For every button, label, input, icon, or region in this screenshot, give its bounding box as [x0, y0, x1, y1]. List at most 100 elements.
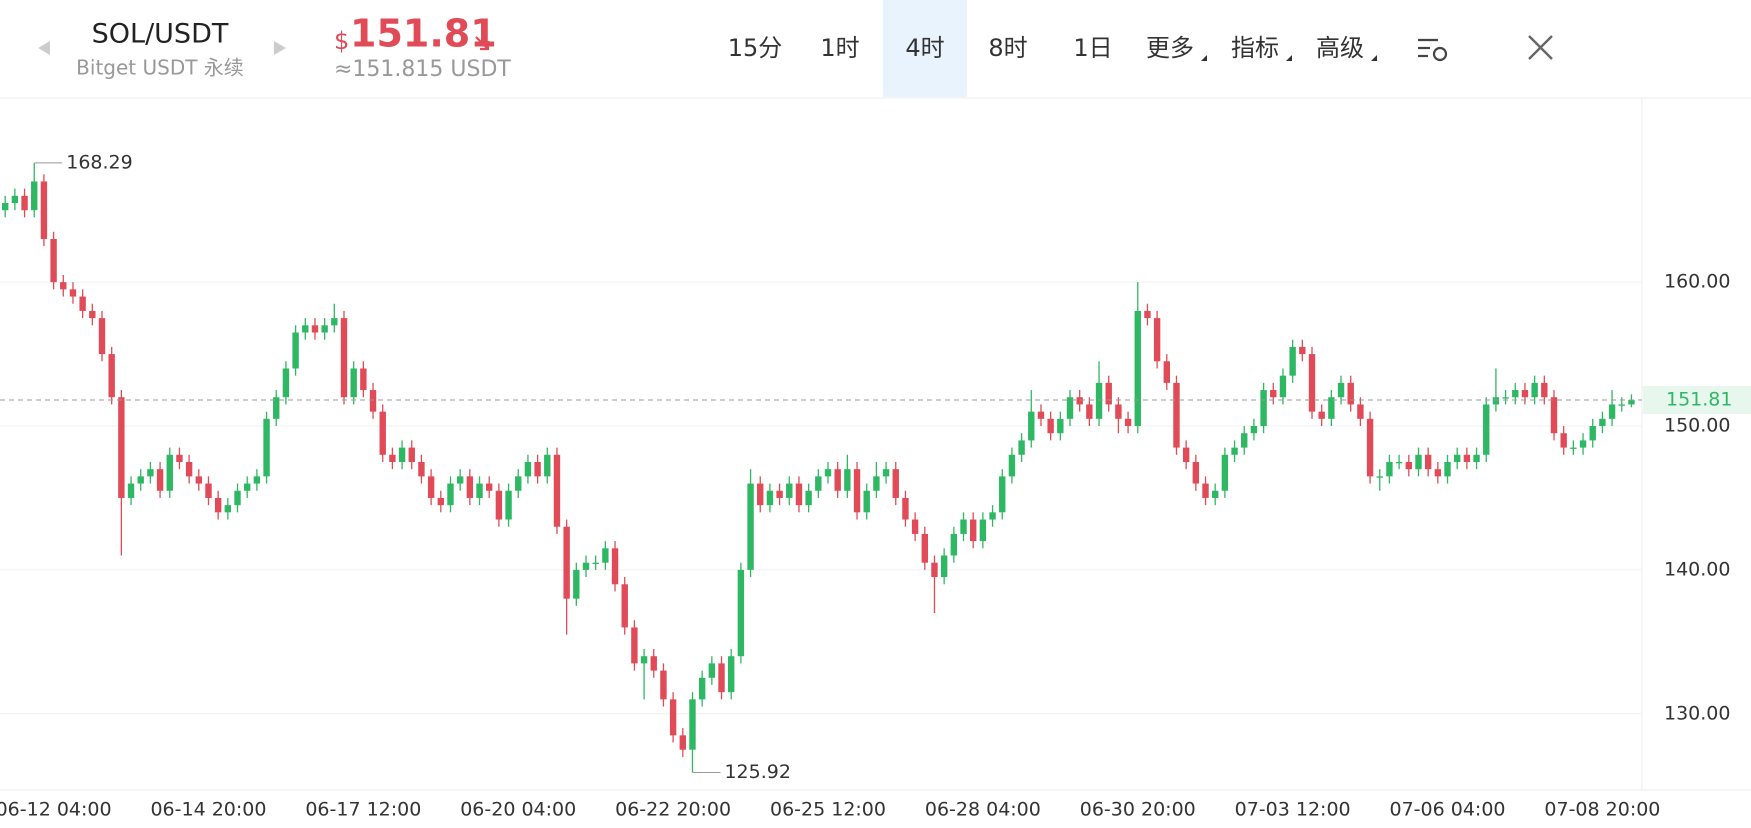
candle-body — [708, 663, 716, 678]
min-marker-label: 125.92 — [724, 761, 790, 783]
x-tick-label: 06-12 04:00 — [0, 799, 112, 821]
exchange: Bitget USDT 永续 — [76, 56, 244, 80]
interval-tab[interactable]: 1时 — [820, 34, 859, 62]
dropdown-indicator — [1286, 55, 1292, 61]
candle-body — [931, 562, 938, 578]
candle-body — [844, 469, 851, 491]
candle-body — [50, 238, 57, 283]
currency-sign: $ — [334, 27, 349, 55]
candle-body — [1299, 346, 1306, 355]
candle-body — [1618, 404, 1625, 406]
candle-body — [1444, 461, 1451, 477]
candle-body — [369, 390, 377, 412]
candle-body — [1260, 390, 1267, 427]
price-down-arrow — [475, 36, 490, 51]
candle-body — [1415, 454, 1422, 470]
candle-body — [863, 490, 870, 513]
candle-body — [437, 497, 444, 506]
candle-body — [214, 497, 222, 513]
dropdown-indicator — [1371, 55, 1377, 61]
candle-body — [902, 497, 909, 520]
x-tick-label: 07-06 04:00 — [1390, 799, 1506, 821]
x-tick-label: 06-17 12:00 — [305, 799, 421, 821]
candle-body — [1018, 440, 1025, 455]
candle-body — [1550, 397, 1558, 434]
candle-body — [408, 447, 415, 462]
candle-body — [602, 548, 609, 563]
candle-body — [1502, 397, 1509, 399]
candle-body — [805, 490, 812, 506]
candle-body — [447, 483, 454, 506]
candle-body — [689, 699, 696, 750]
candle-body — [379, 411, 386, 455]
candle-body — [582, 562, 590, 570]
candle-body — [89, 310, 96, 319]
candle-body — [757, 483, 764, 506]
candle-body — [1395, 461, 1403, 464]
candle-body — [127, 483, 135, 498]
candle-body — [815, 476, 822, 491]
candle-body — [795, 483, 803, 506]
candle-body — [970, 519, 977, 542]
candle-body — [660, 670, 667, 700]
candle-body — [1037, 411, 1045, 419]
candle-body — [1541, 382, 1548, 398]
candle-body — [1347, 382, 1354, 405]
candle-body — [698, 677, 706, 700]
candle-body — [621, 584, 628, 628]
candle-body — [495, 490, 503, 520]
x-tick-label: 07-08 20:00 — [1544, 799, 1660, 821]
candle-body — [1463, 454, 1471, 462]
interval-tab[interactable]: 指标 — [1231, 34, 1279, 62]
candle-body — [263, 418, 270, 477]
candle-body — [553, 454, 561, 527]
symbol: SOL/USDT — [92, 19, 229, 50]
candle-body — [302, 325, 309, 333]
candle-body — [1386, 461, 1393, 477]
candle-body — [1483, 404, 1490, 455]
candle-body — [321, 325, 328, 333]
candle-body — [534, 461, 541, 477]
prev-symbol[interactable] — [38, 41, 50, 55]
y-tick-label: 130.00 — [1664, 702, 1730, 724]
x-tick-label: 06-30 20:00 — [1080, 799, 1196, 821]
candle-body — [1250, 426, 1258, 434]
candle-body — [31, 181, 38, 211]
candle-body — [147, 469, 154, 477]
candle-body — [476, 483, 483, 498]
candle-body — [176, 454, 183, 462]
interval-tab[interactable]: 15分 — [728, 34, 783, 62]
candle-body — [1144, 310, 1151, 319]
candle-body — [853, 469, 861, 513]
candle-body — [427, 476, 435, 498]
candle-body — [640, 656, 648, 664]
candle-body — [999, 476, 1006, 513]
candle-body — [1289, 346, 1296, 376]
dropdown-indicator — [1201, 55, 1207, 61]
candle-body — [631, 627, 638, 664]
candle-body — [766, 490, 774, 506]
candle-body — [650, 656, 657, 671]
candle-body — [1376, 476, 1383, 478]
candle-body — [1521, 390, 1529, 398]
interval-tab[interactable]: 高级 — [1316, 34, 1364, 62]
interval-tab[interactable]: 8时 — [988, 34, 1027, 62]
next-symbol[interactable] — [274, 41, 286, 55]
y-tick-label: 160.00 — [1664, 271, 1730, 293]
interval-tab[interactable]: 1日 — [1073, 34, 1112, 62]
candle-body — [747, 483, 754, 570]
x-tick-label: 06-14 20:00 — [150, 799, 266, 821]
interval-tabs: 15分 1时 4时 8时 1日 更多 指标 高级 — [728, 0, 1377, 97]
candle-body — [1424, 454, 1432, 470]
interval-tab[interactable]: 4时 — [905, 34, 944, 62]
candle-body — [1086, 404, 1093, 419]
close-button[interactable] — [1528, 35, 1553, 60]
candle-body — [786, 483, 793, 498]
interval-tab[interactable]: 更多 — [1146, 34, 1194, 62]
candle-body — [718, 663, 725, 693]
candle-body — [1066, 397, 1074, 419]
last-price: 151.81 — [350, 12, 497, 56]
candle-body — [1047, 418, 1054, 434]
settings-icon[interactable] — [1418, 38, 1448, 62]
